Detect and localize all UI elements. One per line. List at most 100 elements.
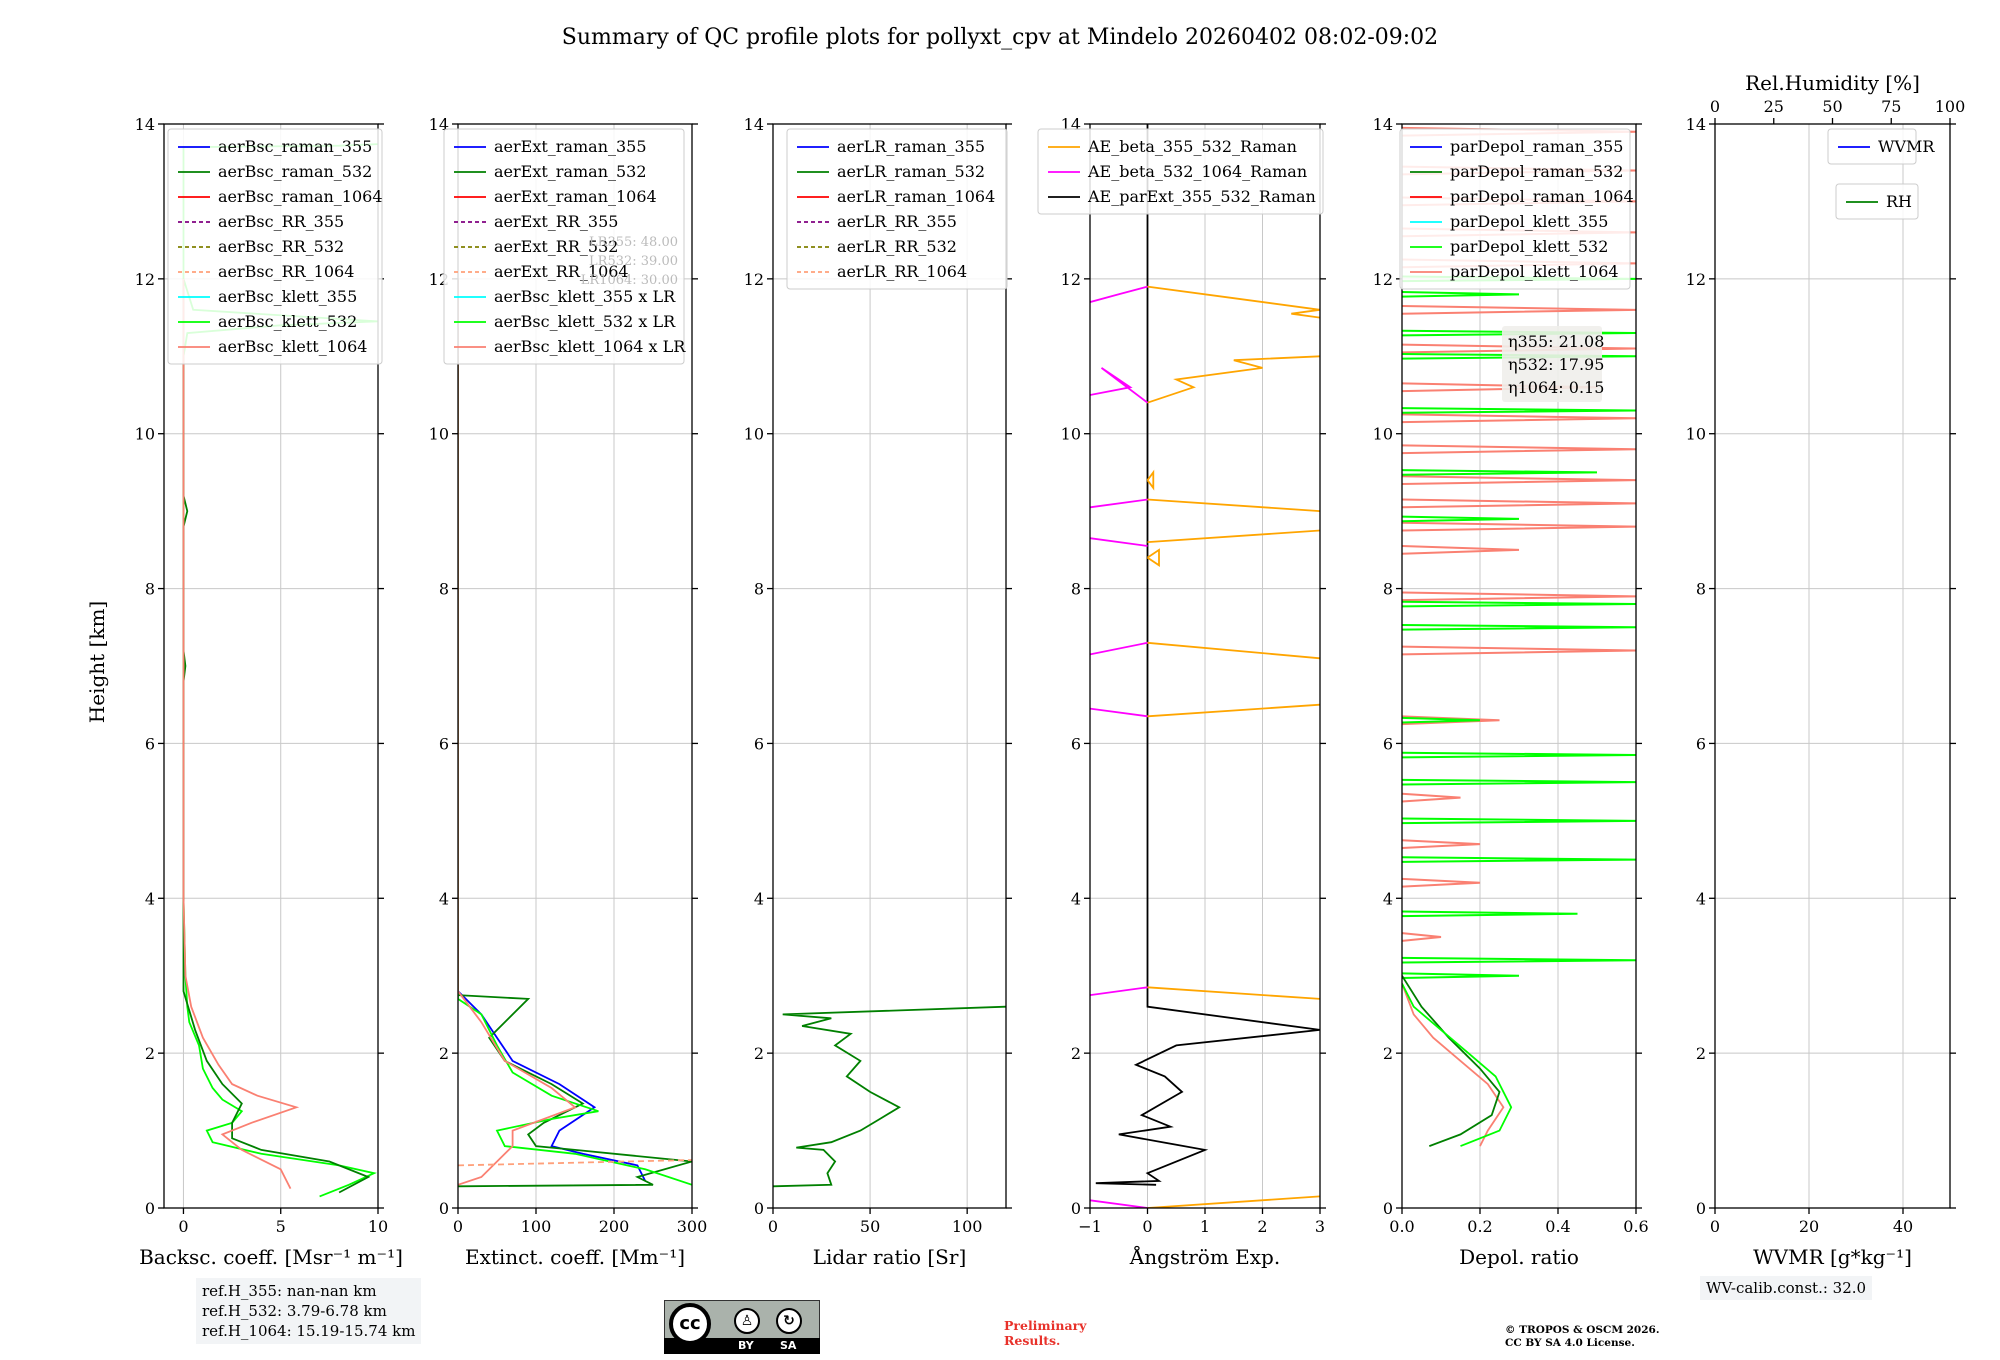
series-line-AE_beta_355_532_Raman [1147, 641, 1320, 660]
y-tick-label: 0 [1071, 1199, 1081, 1218]
lidar-ratio-value: LR355: 48.00 [589, 235, 678, 250]
figure-title: Summary of QC profile plots for pollyxt_… [562, 25, 1438, 50]
y-tick-label: 10 [1373, 425, 1393, 444]
legend-label: aerExt_RR_532 [494, 237, 618, 256]
legend: WVMR [1827, 128, 1935, 165]
reference-height-box: ref.H_355: nan-nan km ref.H_532: 3.79-6.… [196, 1278, 422, 1344]
cc-badge-bar [664, 1338, 820, 1354]
series-line-AE_beta_355_532_Raman [1147, 1195, 1320, 1208]
ref-height-1064: ref.H_1064: 15.19-15.74 km [202, 1322, 416, 1340]
spike-klett-1064 [1402, 645, 1636, 656]
legend-label: aerBsc_RR_1064 [218, 262, 354, 281]
series-line-AE_beta_355_532_Raman [1146, 548, 1160, 567]
y-tick-label: 12 [1373, 270, 1393, 289]
legend-label: parDepol_raman_1064 [1450, 187, 1634, 206]
spike-klett-1064 [1402, 413, 1636, 424]
series-line-aerBsc_klett_532 x LR [458, 356, 692, 1186]
top-x-tick-label: 100 [1935, 97, 1966, 116]
legend-label: aerBsc_klett_532 x LR [494, 312, 676, 331]
legend-label: aerExt_RR_1064 [494, 262, 629, 281]
cc-sa-label: SA [780, 1339, 797, 1352]
series-line-AE_beta_532_1064_Raman [1090, 1199, 1148, 1208]
axes-frame [1714, 123, 1951, 1209]
spike-klett-532 [1402, 515, 1520, 523]
spike-klett-1064 [1402, 521, 1636, 532]
x-tick-label: 2 [1257, 1217, 1267, 1236]
series-line-AE_beta_532_1064_Raman [1090, 641, 1148, 656]
y-tick-label: 8 [1383, 580, 1393, 599]
spike-klett-1064 [1402, 304, 1636, 315]
series-line-AE_beta_532_1064_Raman [1090, 285, 1148, 303]
spike-klett-532 [1402, 972, 1520, 980]
spike-klett-1064 [1402, 839, 1481, 849]
x-axis-label: Backsc. coeff. [Msr⁻¹ m⁻¹] [139, 1245, 403, 1269]
y-tick-label: 6 [1071, 734, 1081, 753]
series-line-AE_beta_355_532_Raman [1147, 529, 1320, 543]
x-tick-label: 0.4 [1545, 1217, 1570, 1236]
top-x-tick-label: 75 [1881, 97, 1901, 116]
top-x-tick-label: 25 [1764, 97, 1784, 116]
attribution-icon: ♙ [734, 1308, 760, 1334]
y-tick-label: 8 [439, 580, 449, 599]
x-tick-label: 0.6 [1623, 1217, 1648, 1236]
x-tick-label: 20 [1799, 1217, 1819, 1236]
legend-label: WVMR [1878, 137, 1935, 156]
legend-label: aerLR_RR_532 [837, 237, 957, 256]
legend-label: parDepol_klett_532 [1450, 237, 1608, 256]
y-axis-label: Height [km] [85, 601, 109, 723]
y-tick-label: 2 [1383, 1044, 1393, 1063]
eta-annotation: η355: 21.08 η532: 17.95 η1064: 0.15 [1502, 326, 1604, 402]
y-tick-label: 6 [1383, 734, 1393, 753]
spike-klett-532 [1402, 623, 1636, 631]
legend: parDepol_raman_355 parDepol_raman_532 parD… [1399, 128, 1634, 290]
legend: aerExt_raman_355 aerExt_raman_532 aerExt_r… [443, 128, 686, 365]
spike-klett-1064 [1402, 475, 1636, 486]
series-group [1090, 124, 1320, 1208]
x-tick-label: 3 [1315, 1217, 1325, 1236]
series-line-AE_beta_355_532_Raman [1147, 986, 1320, 1000]
y-tick-label: 14 [1373, 115, 1393, 134]
series-line-AE_beta_532_1064_Raman [1090, 537, 1148, 547]
x-tick-label: 0 [1142, 1217, 1152, 1236]
legend-label: RH [1886, 192, 1912, 211]
series-line-AE_parExt_355_532_Raman [1095, 124, 1320, 1186]
spike-klett-1064 [1402, 343, 1636, 354]
series-group [773, 1005, 1006, 1188]
wv-calibration-box: WV-calib.const.: 32.0 [1700, 1276, 1873, 1300]
series-line-AE_beta_532_1064_Raman [1090, 367, 1149, 404]
x-tick-label: 0 [1710, 1217, 1720, 1236]
y-tick-label: 12 [1061, 270, 1081, 289]
legend-label: AE_beta_355_532_Raman [1087, 137, 1297, 156]
series-line-parDepol_raman_532 [1402, 975, 1501, 1147]
y-tick-label: 6 [1696, 734, 1706, 753]
legend-label: aerBsc_klett_1064 [218, 337, 367, 356]
legend: RH [1835, 183, 1919, 220]
series-line-AE_beta_355_532_Raman [1146, 469, 1155, 491]
legend-box [1827, 128, 1917, 165]
y-tick-label: 10 [429, 425, 449, 444]
ref-height-532: ref.H_532: 3.79-6.78 km [202, 1302, 387, 1320]
spike-klett-532 [1402, 856, 1636, 863]
y-tick-label: 8 [1071, 580, 1081, 599]
legend-label: aerBsc_RR_532 [218, 237, 344, 256]
x-tick-label: 300 [677, 1217, 708, 1236]
legend-label: aerExt_RR_355 [494, 212, 618, 231]
spike-klett-532 [1402, 291, 1520, 298]
y-tick-label: 8 [145, 580, 155, 599]
legend-label: AE_parExt_355_532_Raman [1087, 187, 1316, 206]
x-tick-label: 100 [952, 1217, 983, 1236]
x-axis-label: Lidar ratio [Sr] [813, 1245, 967, 1269]
y-tick-label: 2 [1696, 1044, 1706, 1063]
legend-label: aerBsc_raman_355 [218, 137, 372, 156]
spike-klett-532 [1402, 407, 1636, 414]
legend-label: aerLR_raman_355 [837, 137, 985, 156]
preliminary-line-1: Preliminary [1004, 1318, 1087, 1333]
y-tick-label: 10 [1686, 425, 1706, 444]
x-tick-label: 50 [860, 1217, 880, 1236]
y-tick-label: 0 [439, 1199, 449, 1218]
spike-klett-1064 [1402, 591, 1636, 602]
legend-box [1037, 128, 1324, 215]
legend-label: aerExt_raman_355 [494, 137, 647, 156]
